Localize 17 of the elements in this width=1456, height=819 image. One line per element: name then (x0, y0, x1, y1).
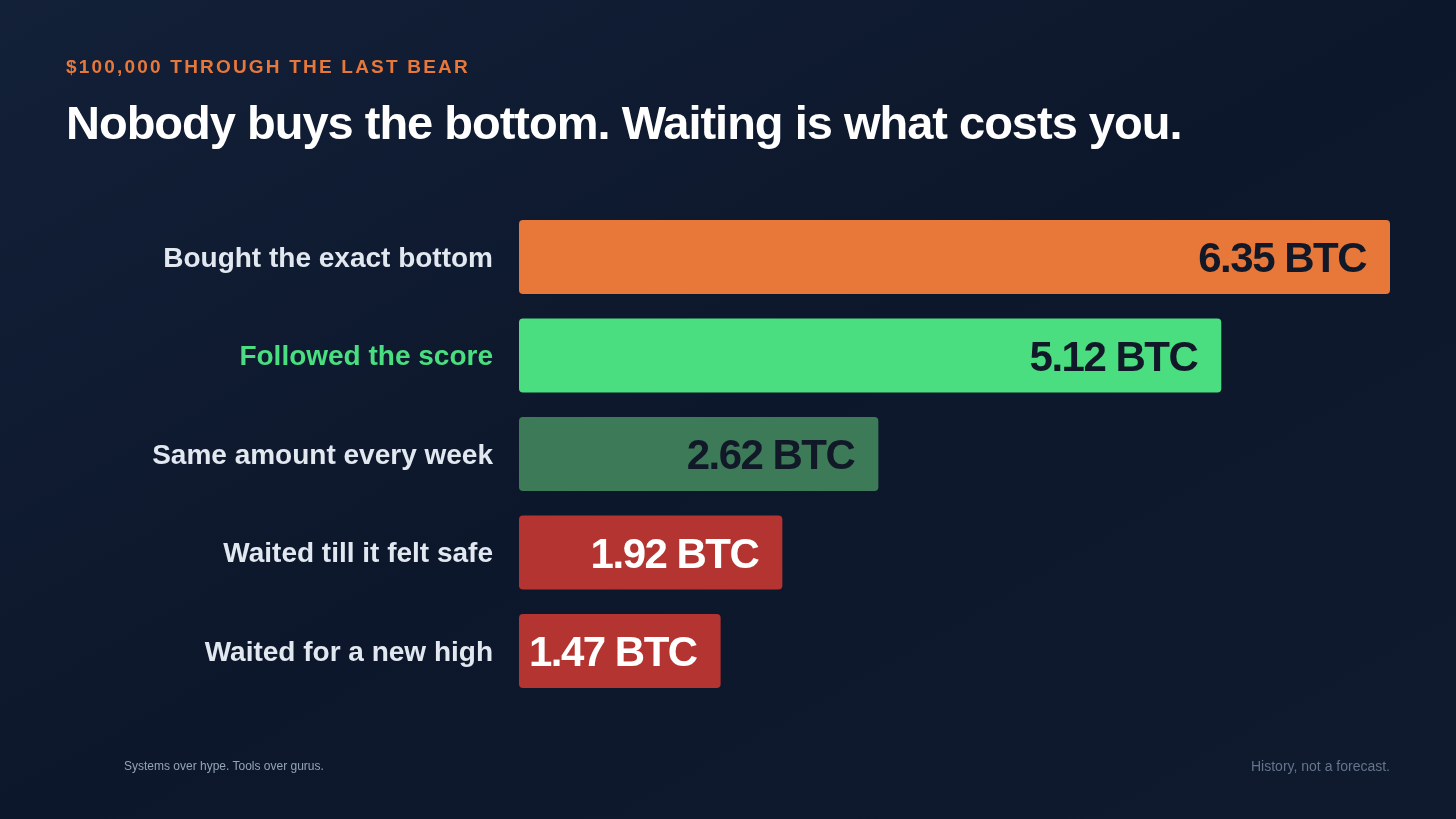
y-tick-label: Waited for a new high (204, 635, 493, 667)
text: Systems over hype. Tools over gurus. (124, 759, 324, 773)
data-label: 6.35 BTC (1198, 234, 1368, 282)
bar (519, 318, 1222, 393)
y-tick-label: Bought the exact bottom (163, 241, 493, 273)
y-tick-label: Followed the score (239, 340, 493, 372)
y-tick-label: Waited till it felt safe (223, 537, 493, 569)
chart-title: Nobody buys the bottom. Waiting is what costs you. (66, 96, 1182, 149)
y-tick-label: Same amount every week (152, 438, 494, 470)
text: $100,000 THROUGH THE LAST BEAR (66, 56, 470, 77)
data-label: 1.92 BTC (590, 529, 760, 577)
text: History, not a forecast. (1250, 758, 1390, 774)
bar (519, 220, 1390, 294)
data-label: 1.47 BTC (528, 628, 698, 676)
bar (519, 417, 879, 491)
data-label: 2.62 BTC (686, 431, 856, 479)
data-label: 5.12 BTC (1029, 332, 1199, 380)
